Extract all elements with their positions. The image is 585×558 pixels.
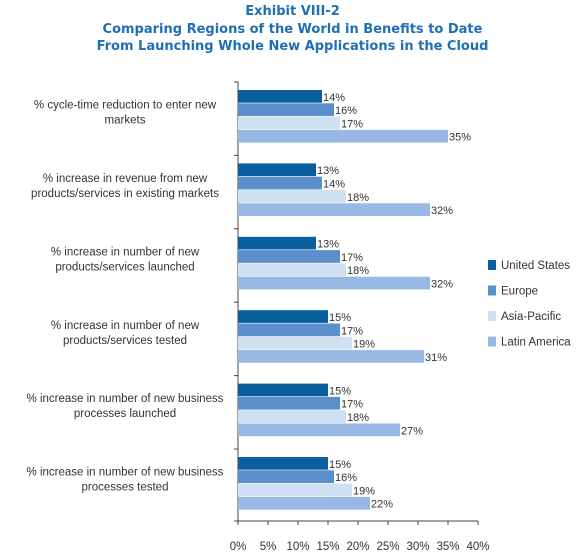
data-label: 18% bbox=[347, 412, 369, 424]
exhibit-label: Exhibit VIII-2 bbox=[245, 4, 340, 19]
data-label: 14% bbox=[323, 92, 345, 104]
legend-label: Latin America bbox=[501, 337, 571, 349]
category-label: processes tested bbox=[82, 482, 169, 494]
category-label: % increase in number of new business bbox=[27, 393, 224, 405]
data-label: 17% bbox=[341, 399, 363, 411]
category-label: markets bbox=[105, 115, 146, 127]
chart-title-line1: Comparing Regions of the World in Benefi… bbox=[102, 22, 483, 37]
bar bbox=[238, 410, 346, 423]
data-label: 18% bbox=[347, 192, 369, 204]
bar bbox=[238, 236, 316, 250]
x-tick-label: 40% bbox=[466, 541, 489, 553]
bar bbox=[238, 190, 346, 203]
bar bbox=[238, 116, 340, 130]
bar bbox=[238, 176, 322, 190]
bar bbox=[238, 263, 346, 277]
legend-label: United States bbox=[501, 260, 570, 272]
data-label: 17% bbox=[341, 325, 363, 337]
x-tick-label: 20% bbox=[346, 541, 369, 553]
category-label: products/services launched bbox=[55, 261, 194, 273]
x-tick-label: 15% bbox=[316, 541, 339, 553]
bar bbox=[238, 323, 340, 337]
legend-swatch bbox=[488, 260, 496, 270]
bar bbox=[238, 423, 400, 437]
x-tick-label: 30% bbox=[406, 541, 429, 553]
data-label: 35% bbox=[449, 132, 471, 144]
legend-swatch bbox=[488, 311, 496, 321]
bar bbox=[238, 250, 340, 263]
category-label: % increase in number of new bbox=[51, 320, 200, 332]
bar bbox=[238, 163, 316, 177]
category-label: % increase in number of new business bbox=[27, 467, 224, 479]
data-label: 22% bbox=[371, 499, 393, 511]
data-label: 14% bbox=[323, 179, 345, 191]
data-label: 16% bbox=[335, 105, 357, 117]
bar bbox=[238, 383, 328, 397]
legend-label: Europe bbox=[501, 286, 538, 298]
bar bbox=[238, 129, 448, 143]
bar bbox=[238, 350, 424, 363]
x-tick-label: 0% bbox=[230, 541, 247, 553]
data-label: 27% bbox=[401, 425, 423, 437]
bar bbox=[238, 103, 334, 116]
bar bbox=[238, 470, 334, 483]
x-tick-label: 10% bbox=[286, 541, 309, 553]
category-label: products/services in existing markets bbox=[31, 188, 219, 200]
legend-swatch bbox=[488, 285, 496, 296]
x-tick-label: 35% bbox=[436, 541, 459, 553]
data-label: 17% bbox=[341, 118, 363, 130]
legend-swatch bbox=[488, 336, 496, 347]
bar bbox=[238, 203, 430, 216]
category-label: % increase in revenue from new bbox=[43, 173, 208, 185]
data-label: 15% bbox=[329, 312, 351, 324]
data-label: 19% bbox=[353, 485, 375, 497]
data-label: 16% bbox=[335, 472, 357, 484]
data-label: 17% bbox=[341, 252, 363, 264]
bar bbox=[238, 396, 340, 410]
data-label: 19% bbox=[353, 339, 375, 351]
data-label: 13% bbox=[317, 239, 339, 251]
data-label: 32% bbox=[431, 205, 453, 217]
x-tick-label: 5% bbox=[260, 541, 277, 553]
category-label: % cycle-time reduction to enter new bbox=[34, 100, 217, 112]
data-label: 15% bbox=[329, 385, 351, 397]
x-tick-label: 25% bbox=[376, 541, 399, 553]
data-label: 13% bbox=[317, 165, 339, 177]
data-label: 15% bbox=[329, 459, 351, 471]
bar bbox=[238, 310, 328, 323]
bar bbox=[238, 90, 322, 103]
bar bbox=[238, 276, 430, 290]
category-label: processes launched bbox=[74, 408, 176, 420]
bar bbox=[238, 483, 352, 497]
chart-title-line2: From Launching Whole New Applications in… bbox=[96, 39, 489, 54]
bar bbox=[238, 496, 370, 510]
data-label: 32% bbox=[431, 279, 453, 291]
category-label: % increase in number of new bbox=[51, 246, 200, 258]
bar bbox=[238, 457, 328, 470]
data-label: 18% bbox=[347, 265, 369, 277]
legend-label: Asia-Pacific bbox=[501, 311, 561, 323]
category-label: products/services tested bbox=[63, 335, 187, 347]
data-label: 31% bbox=[425, 352, 447, 364]
bar bbox=[238, 336, 352, 350]
